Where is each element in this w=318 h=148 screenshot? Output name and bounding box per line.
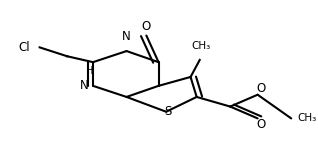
Text: H: H: [86, 66, 93, 76]
Text: CH₃: CH₃: [192, 41, 211, 51]
Text: CH₃: CH₃: [297, 113, 316, 123]
Text: S: S: [164, 105, 171, 118]
Text: Cl: Cl: [18, 41, 30, 54]
Text: O: O: [142, 20, 151, 33]
Text: O: O: [256, 82, 265, 95]
Text: O: O: [256, 118, 265, 131]
Text: N: N: [80, 79, 88, 92]
Text: N: N: [122, 30, 131, 43]
